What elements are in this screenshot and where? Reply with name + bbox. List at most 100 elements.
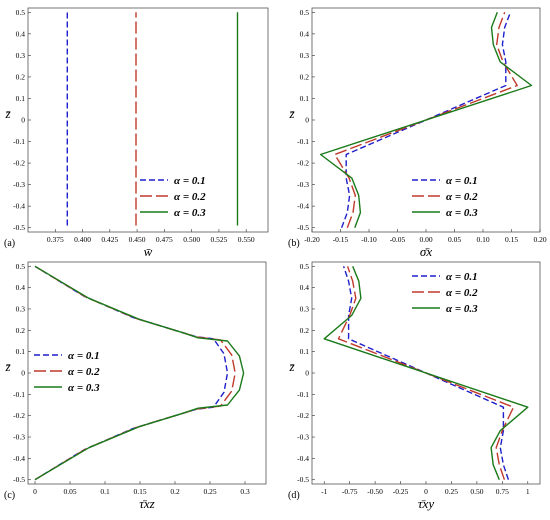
x-axis-label: τ̄xz [139, 496, 154, 511]
x-tick-label: 0.375 [47, 235, 64, 244]
x-tick-label: 0.400 [74, 235, 91, 244]
x-tick-label: 0.2 [170, 487, 180, 496]
y-tick-label: -0.5 [297, 475, 309, 484]
y-tick-label: 0.3 [16, 51, 26, 60]
x-tick-label: 0 [424, 487, 428, 496]
x-tick-label: 0.05 [63, 487, 76, 496]
y-tick-label: 0.2 [16, 326, 26, 335]
y-tick-label: -0.1 [297, 137, 309, 146]
legend-entry: α = 0.3 [446, 303, 478, 315]
y-axis-label: z̄ [288, 106, 295, 121]
plot-frame [27, 261, 267, 485]
series-line-3 [323, 266, 529, 480]
y-tick-label: 0.4 [16, 283, 26, 292]
y-tick-label: -0.4 [13, 202, 25, 211]
legend-entry: α = 0.1 [446, 175, 478, 187]
legend-entry: α = 0.3 [174, 207, 206, 219]
legend-entry: α = 0.2 [174, 191, 206, 203]
y-tick-label: -0.3 [13, 433, 25, 442]
series-line-3 [319, 12, 533, 228]
x-tick-label: 0.500 [183, 235, 200, 244]
y-tick-label: -0.2 [13, 411, 25, 420]
y-tick-label: 0.4 [16, 29, 26, 38]
legend-entry: α = 0.1 [68, 350, 100, 362]
x-tick-label: -0.25 [393, 487, 409, 496]
x-tick-label: -0.10 [361, 235, 377, 244]
x-tick-label: 0.3 [240, 487, 250, 496]
x-tick-label: 0.525 [210, 235, 227, 244]
y-tick-label: -0.5 [297, 223, 309, 232]
y-tick-label: 0 [305, 116, 309, 125]
x-axis-label: τ̄xy [418, 496, 434, 511]
legend-entry: α = 0.2 [446, 287, 478, 299]
x-axis-label: σ̄x [420, 244, 432, 259]
y-tick-label: 0.2 [300, 72, 310, 81]
y-tick-label: 0 [21, 116, 25, 125]
x-tick-label: 0.550 [238, 235, 255, 244]
y-tick-label: 0.1 [300, 94, 310, 103]
x-tick-label: 0.10 [476, 235, 489, 244]
x-tick-label: 1 [526, 487, 530, 496]
x-tick-label: -0.50 [367, 487, 383, 496]
y-tick-label: -0.3 [297, 433, 309, 442]
y-tick-label: -0.3 [297, 180, 309, 189]
x-tick-label: 0.450 [129, 235, 146, 244]
x-tick-label: 0.25 [203, 487, 216, 496]
y-tick-label: -0.4 [13, 454, 25, 463]
x-tick-label: 0.20 [533, 235, 546, 244]
y-tick-label: 0.3 [16, 304, 26, 313]
y-tick-label: -0.5 [13, 475, 25, 484]
panel-label: (a) [4, 238, 15, 249]
x-tick-label: 0.50 [470, 487, 483, 496]
y-tick-label: -0.2 [297, 411, 309, 420]
x-tick-label: -0.05 [390, 235, 406, 244]
y-tick-label: 0.2 [16, 72, 26, 81]
chart-panel-1: -0.5 -0.4 -0.3 -0.2 -0.1 0 0.1 0.2 0.3 0.4 0.5 0.37… [4, 7, 269, 259]
x-tick-label: 0.25 [445, 487, 458, 496]
series-line-1 [34, 265, 229, 481]
x-tick-label: 0 [33, 487, 37, 496]
legend-entry: α = 0.1 [446, 271, 478, 283]
y-tick-label: 0.4 [300, 283, 310, 292]
legend: α = 0.1 α = 0.2 α = 0.3 [140, 175, 206, 219]
y-tick-label: 0.5 [300, 262, 310, 271]
x-axis-label: w̄ [144, 244, 153, 259]
y-tick-label: -0.1 [297, 390, 309, 399]
series-line-1 [340, 12, 512, 228]
y-tick-label: 0.4 [300, 29, 310, 38]
x-tick-label: -0.15 [333, 235, 349, 244]
y-tick-label: 0.5 [300, 8, 310, 17]
legend-entry: α = 0.2 [68, 366, 100, 378]
y-tick-label: -0.1 [13, 390, 25, 399]
y-tick-label: 0.5 [16, 8, 26, 17]
chart-panel-4: -0.5 -0.4 -0.3 -0.2 -0.1 0 0.1 0.2 0.3 0.4 0.5 -1 -0… [288, 261, 541, 511]
y-tick-label: 0.1 [16, 347, 26, 356]
legend: α = 0.1 α = 0.2 α = 0.3 [412, 175, 478, 219]
y-tick-label: 0.1 [16, 94, 26, 103]
series-line-3 [34, 265, 245, 481]
panel-label: (d) [288, 490, 300, 501]
y-tick-label: -0.1 [13, 137, 25, 146]
x-tick-label: 0.15 [133, 487, 146, 496]
plot-frame [27, 7, 269, 233]
y-axis-label: z̄ [4, 106, 11, 121]
y-tick-label: -0.2 [297, 159, 309, 168]
x-tick-label: -1 [321, 487, 327, 496]
y-tick-label: 0 [305, 369, 309, 378]
y-tick-label: 0 [21, 369, 25, 378]
x-tick-label: -0.20 [304, 235, 320, 244]
series-line-2 [34, 265, 236, 481]
x-tick-label: -0.75 [342, 487, 358, 496]
y-tick-label: 0.3 [300, 51, 310, 60]
x-tick-label: 0.15 [505, 235, 518, 244]
y-tick-label: -0.4 [297, 454, 309, 463]
y-tick-label: 0.2 [300, 326, 310, 335]
panel-label: (b) [288, 238, 300, 249]
y-tick-label: -0.2 [13, 159, 25, 168]
legend-entry: α = 0.1 [174, 175, 206, 187]
x-tick-label: 0.75 [496, 487, 509, 496]
chart-panel-3: -0.5 -0.4 -0.3 -0.2 -0.1 0 0.1 0.2 0.3 0.4 0.5 0 0.0… [4, 261, 267, 511]
y-tick-label: -0.4 [297, 202, 309, 211]
x-tick-label: 0.00 [419, 235, 432, 244]
